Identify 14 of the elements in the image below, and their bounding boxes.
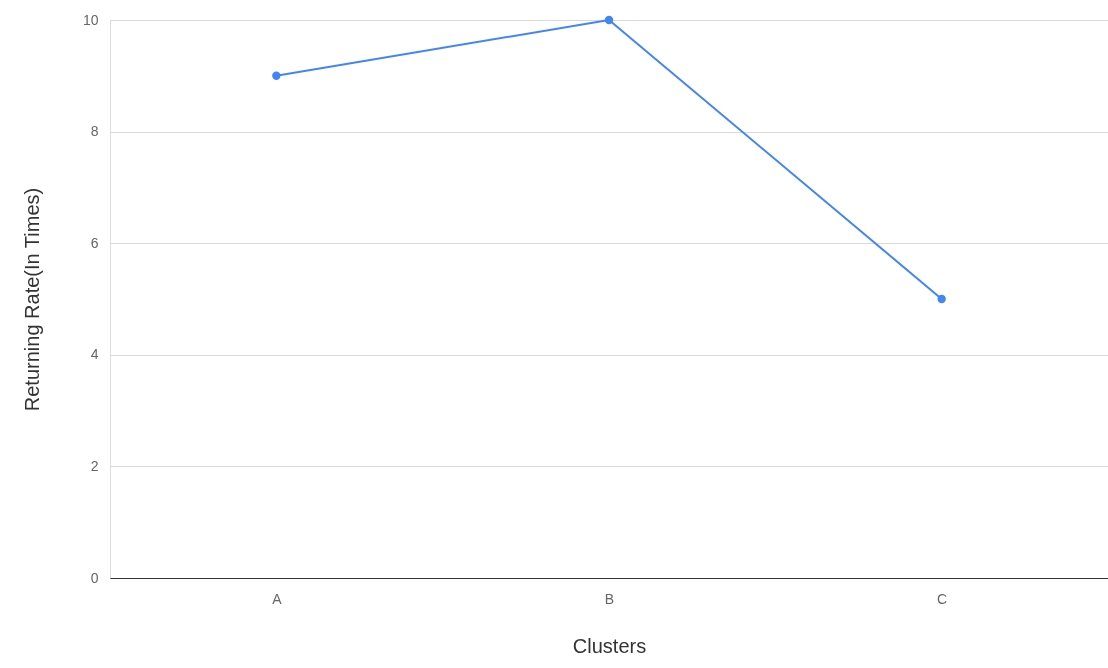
x-axis-title: Clusters — [572, 634, 647, 657]
point — [937, 294, 946, 304]
y-tick-label: 10 — [82, 11, 99, 28]
point — [604, 15, 614, 25]
y-tick-label: 4 — [90, 346, 99, 363]
y-tick-label: 8 — [90, 123, 99, 140]
y-axis-title: Returning Rate(In Times) — [20, 187, 43, 412]
point — [272, 71, 281, 80]
x-tick-label: C — [937, 590, 948, 607]
x-tick-label: B — [604, 590, 615, 607]
y-tick-label: 0 — [90, 569, 99, 586]
y-tick-label: 2 — [90, 457, 99, 474]
y-tick-label: 6 — [90, 234, 99, 251]
x-tick-label: A — [272, 590, 283, 607]
